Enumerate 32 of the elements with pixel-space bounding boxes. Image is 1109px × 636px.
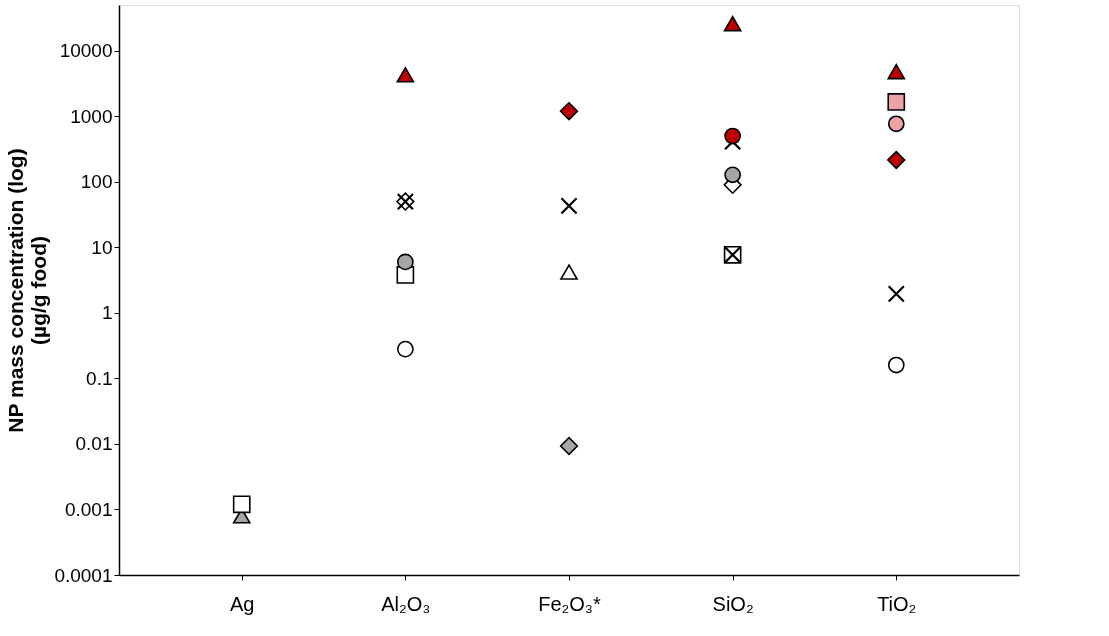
y-tick-label: 0.01 — [75, 433, 113, 455]
point — [232, 495, 251, 514]
point — [887, 93, 906, 111]
point — [559, 436, 579, 456]
point — [887, 115, 905, 133]
point — [560, 264, 578, 280]
x-tick-label: TiO₂ — [877, 592, 917, 615]
point — [723, 15, 742, 32]
y-tick-label: 0.1 — [86, 367, 113, 389]
y-tick-label: 100 — [80, 171, 113, 193]
x-tick-label: Ag — [229, 592, 255, 615]
point — [396, 253, 414, 271]
point — [887, 150, 906, 170]
y-tick-label: 1 — [101, 302, 113, 324]
x-tick-label: SiO₂ — [712, 592, 754, 615]
point — [396, 340, 414, 358]
x-tick-label: Fe₂O₃* — [538, 592, 602, 615]
point — [887, 285, 905, 303]
y-axis-title: NP mass concentration (log) (µg/g food) — [4, 148, 51, 433]
x-tick-label: Al₂O₃ — [381, 592, 431, 615]
y-tick-label: 0.001 — [64, 498, 113, 520]
point — [887, 63, 906, 80]
point — [560, 197, 578, 215]
point — [887, 356, 905, 374]
point — [559, 101, 579, 121]
y-tick-label: 1000 — [70, 105, 113, 127]
point — [724, 166, 742, 184]
point — [724, 127, 742, 145]
y-tick-label: 10000 — [59, 40, 113, 62]
y-tick-label: 0.0001 — [54, 564, 113, 586]
y-tick-label: 10 — [91, 236, 113, 258]
point — [396, 67, 415, 83]
